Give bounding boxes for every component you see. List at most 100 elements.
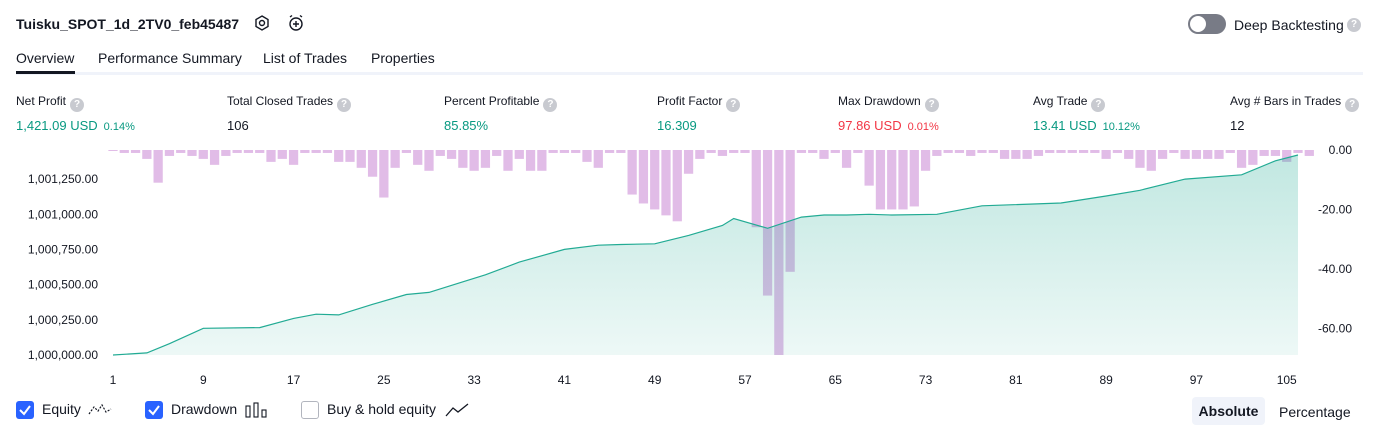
deep-backtesting-toggle[interactable]	[1188, 14, 1226, 34]
drawdown-bar	[537, 150, 547, 171]
drawdown-bar	[1169, 150, 1179, 153]
tab-properties[interactable]: Properties	[371, 50, 435, 66]
tab-performance-summary[interactable]: Performance Summary	[98, 50, 242, 66]
drawdown-bar	[808, 150, 818, 153]
metric-total-closed-trades: Total Closed Trades? 106	[227, 94, 352, 133]
buy-hold-checkbox[interactable]	[301, 401, 319, 419]
y-left-tick-label: 1,000,250.00	[28, 313, 98, 327]
help-icon[interactable]: ?	[924, 98, 939, 112]
x-tick-label: 89	[1099, 373, 1113, 387]
drawdown-bar	[729, 150, 739, 153]
drawdown-bar	[435, 150, 445, 156]
drawdown-bar	[638, 150, 649, 204]
drawdown-bar	[1157, 150, 1168, 159]
x-tick-label: 81	[1009, 373, 1023, 387]
drawdown-bar	[1022, 150, 1032, 159]
tab-overview[interactable]: Overview	[16, 50, 75, 66]
drawdown-bar	[525, 150, 536, 171]
drawdown-legend-label[interactable]: Drawdown	[171, 401, 238, 417]
x-tick-label: 73	[919, 373, 933, 387]
metric-profit-factor: Profit Factor? 16.309	[657, 94, 741, 133]
drawdown-checkbox[interactable]	[145, 401, 163, 419]
drawdown-bar	[661, 150, 671, 216]
drawdown-bar	[492, 150, 502, 156]
gear-icon[interactable]	[253, 14, 271, 32]
drawdown-bar	[514, 150, 524, 159]
drawdown-bar	[480, 150, 491, 168]
drawdown-bar	[920, 150, 931, 171]
drawdown-bar	[322, 150, 333, 153]
absolute-scale-button[interactable]: Absolute	[1192, 397, 1265, 425]
metric-percent: 10.12%	[1102, 121, 1140, 133]
drawdown-bar	[785, 150, 795, 272]
equity-line-icon	[88, 403, 112, 415]
drawdown-bar	[559, 150, 570, 153]
equity-line	[112, 154, 1299, 356]
y-right-tick-label: -60.00	[1318, 321, 1352, 335]
metric-net-profit: Net Profit? 1,421.09 USD 0.14%	[16, 94, 135, 133]
drawdown-bar	[999, 150, 1010, 159]
drawdown-bar	[311, 150, 321, 153]
x-tick-label: 49	[648, 373, 662, 387]
tab-divider	[16, 72, 1363, 75]
drawdown-bar	[232, 150, 242, 153]
help-icon[interactable]: ?	[337, 98, 352, 112]
drawdown-bar	[288, 150, 299, 165]
help-icon[interactable]: ?	[726, 98, 741, 112]
drawdown-bar	[717, 150, 728, 156]
equity-legend-label[interactable]: Equity	[42, 401, 81, 417]
drawdown-bar	[988, 150, 998, 153]
equity-checkbox[interactable]	[16, 401, 34, 419]
drawdown-bar	[943, 150, 953, 153]
toggle-knob	[1190, 16, 1206, 32]
metric-label: Avg Trade	[1033, 94, 1088, 108]
help-icon[interactable]: ?	[1347, 18, 1361, 32]
deep-backtesting-label: Deep Backtesting	[1234, 17, 1344, 33]
help-icon[interactable]: ?	[1091, 98, 1106, 112]
help-icon[interactable]: ?	[1345, 98, 1360, 112]
drawdown-bar	[446, 150, 457, 159]
drawdown-bar	[424, 150, 434, 171]
y-axis-left: 1,000,000.00 1,000,250.00 1,000,500.00 1,00…	[28, 172, 98, 362]
drawdown-bar	[1304, 150, 1314, 156]
metric-value: 85.85%	[444, 118, 489, 133]
metric-value: 106	[227, 118, 249, 133]
drawdown-bar	[379, 150, 389, 198]
x-tick-label: 25	[377, 373, 391, 387]
metric-value: 12	[1230, 118, 1245, 133]
percentage-scale-button[interactable]: Percentage	[1279, 404, 1351, 420]
metric-label: Net Profit	[16, 94, 67, 108]
drawdown-bar	[740, 150, 750, 153]
tab-list-of-trades[interactable]: List of Trades	[263, 50, 348, 66]
y-left-tick-label: 1,000,000.00	[28, 348, 98, 362]
drawdown-bar	[1225, 150, 1235, 153]
metric-label: Percent Profitable	[444, 94, 540, 108]
drawdown-bar	[390, 150, 400, 168]
drawdown-bar	[221, 150, 231, 156]
drawdown-bar	[401, 150, 412, 153]
y-right-tick-label: 0.00	[1329, 143, 1353, 157]
add-alert-icon[interactable]	[287, 14, 305, 32]
drawdown-bar	[966, 150, 976, 156]
help-icon[interactable]: ?	[543, 98, 558, 112]
drawdown-bar	[277, 150, 287, 159]
bar-chart-icon	[245, 402, 267, 418]
y-axis-right: 0.00 -20.00 -40.00 -60.00	[1318, 143, 1352, 335]
buy-hold-legend-label[interactable]: Buy & hold equity	[327, 401, 436, 417]
metric-value: 16.309	[657, 118, 697, 133]
help-icon[interactable]: ?	[70, 98, 85, 112]
drawdown-bar	[367, 150, 378, 177]
drawdown-bar	[1203, 150, 1213, 159]
drawdown-bar	[1236, 150, 1247, 168]
drawdown-bar	[176, 150, 186, 153]
drawdown-bar	[1248, 150, 1258, 165]
drawdown-bar	[841, 150, 852, 168]
metric-max-drawdown: Max Drawdown? 97.86 USD 0.01%	[838, 94, 939, 133]
drawdown-bar	[266, 150, 276, 162]
drawdown-bar	[762, 150, 773, 296]
drawdown-bar	[198, 150, 208, 159]
drawdown-bar	[255, 150, 265, 153]
drawdown-bar	[1270, 150, 1281, 156]
trend-line-icon	[445, 403, 469, 417]
y-left-tick-label: 1,000,750.00	[28, 242, 98, 256]
